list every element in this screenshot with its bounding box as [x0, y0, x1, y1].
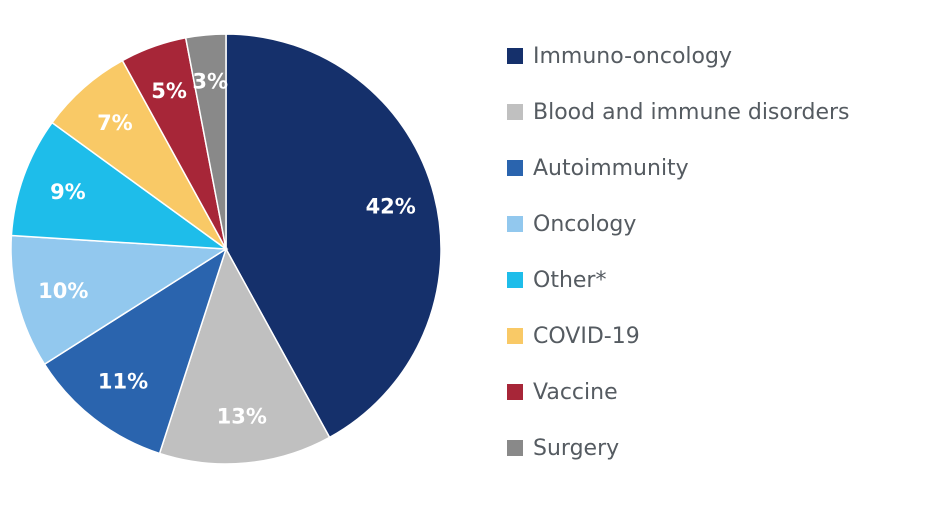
pie-slice-oncology — [10, 234, 229, 366]
slice-label-blood-and-immune-disorders: 13% — [217, 404, 267, 428]
slice-label-covid-19: 7% — [97, 111, 133, 135]
pie-slice-immuno-oncology — [225, 33, 442, 439]
pie-slice-surgery — [184, 33, 227, 250]
legend-swatch — [507, 384, 523, 400]
legend-swatch — [507, 328, 523, 344]
legend-item-vaccine: Vaccine — [507, 364, 932, 420]
slice-label-vaccine: 5% — [151, 79, 187, 103]
legend-label: Oncology — [533, 211, 637, 237]
legend-item-immuno-oncology: Immuno-oncology — [507, 28, 932, 84]
chart-legend: Immuno-oncology Blood and immune disorder… — [507, 28, 932, 476]
legend-swatch — [507, 216, 523, 232]
slice-label-autoimmunity: 11% — [98, 370, 148, 394]
slice-label-immuno-oncology: 42% — [366, 195, 416, 219]
legend-label: Autoimmunity — [533, 155, 689, 181]
legend-label: Vaccine — [533, 379, 618, 405]
legend-item-other: Other* — [507, 252, 932, 308]
legend-label: Surgery — [533, 435, 620, 461]
legend-item-oncology: Oncology — [507, 196, 932, 252]
legend-label: Other* — [533, 267, 607, 293]
legend-swatch — [507, 440, 523, 456]
legend-swatch — [507, 104, 523, 120]
pie-slice-other — [10, 121, 229, 250]
legend-label: COVID-19 — [533, 323, 640, 349]
slice-label-other: 9% — [50, 180, 86, 204]
legend-swatch — [507, 48, 523, 64]
legend-item-blood-and-immune-disorders: Blood and immune disorders — [507, 84, 932, 140]
pie-slice-labels: 42% 13% 11% 10% 9% 7% 5% 3% — [38, 70, 416, 429]
pie-slice-blood-and-immune-disorders — [158, 247, 331, 465]
legend-label: Blood and immune disorders — [533, 99, 850, 125]
legend-swatch — [507, 160, 523, 176]
slice-label-oncology: 10% — [38, 279, 88, 303]
legend-item-covid-19: COVID-19 — [507, 308, 932, 364]
legend-swatch — [507, 272, 523, 288]
pie-slices — [10, 33, 442, 465]
legend-label: Immuno-oncology — [533, 43, 732, 69]
legend-item-autoimmunity: Autoimmunity — [507, 140, 932, 196]
slice-label-surgery: 3% — [192, 70, 228, 94]
pie-chart: 42% 13% 11% 10% 9% 7% 5% 3% — [10, 33, 442, 465]
pie-slice-autoimmunity — [43, 247, 228, 455]
legend-item-surgery: Surgery — [507, 420, 932, 476]
